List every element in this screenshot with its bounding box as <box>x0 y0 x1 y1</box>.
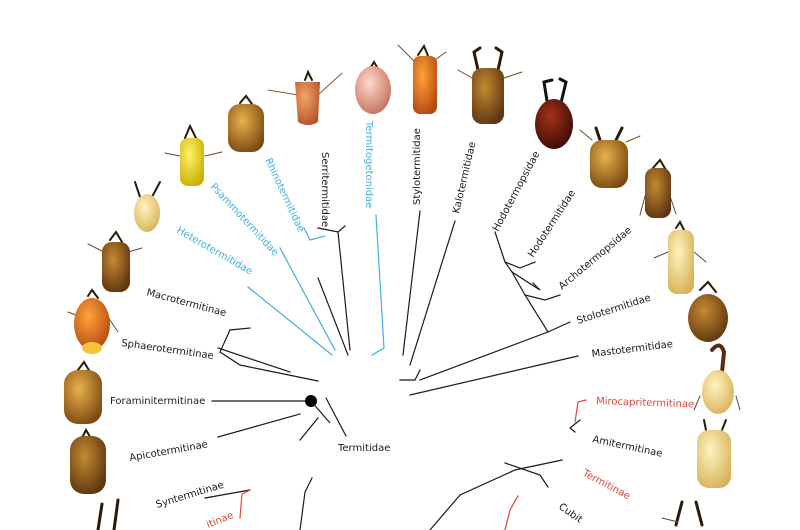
termite-head-icon <box>164 123 223 186</box>
termite-head-icon <box>70 427 106 494</box>
termite-head-icon <box>267 69 343 125</box>
label-mastotermitidae: Mastotermitidae <box>591 339 674 360</box>
termite-head-icon <box>653 220 707 294</box>
termite-head-icon <box>64 360 102 424</box>
black-branches <box>204 210 581 530</box>
label-stolotermitidae: Stolotermitidae <box>576 293 653 327</box>
label-foraminitermitinae: Foraminitermitinae <box>110 396 205 407</box>
termite-head-icon <box>67 288 119 354</box>
label-macrotermitinae: Macrotermitinae <box>145 287 227 319</box>
label-hodotermopsidae: Hodotermopsidae <box>491 150 542 234</box>
termite-head-icon <box>355 60 391 114</box>
label-sphaerotermitinae: Sphaerotermitinae <box>121 338 215 362</box>
label-hodotermitidae: Hodotermitidae <box>526 188 578 259</box>
termite-head-icon <box>579 126 641 188</box>
blue-branches <box>247 214 385 356</box>
termite-head-icon <box>134 181 161 232</box>
termite-head-icon <box>397 43 447 114</box>
termite-head-icon <box>96 498 120 530</box>
termite-head-icon <box>228 94 264 152</box>
label-termitinae: Termitinae <box>580 467 632 502</box>
label-serritermitidae: Serritermitidae <box>319 152 330 227</box>
red-branches <box>239 399 587 530</box>
termite-head-icon <box>457 46 523 124</box>
label-archotermopsidae: Archotermopsidae <box>557 225 634 292</box>
termite-head-icon <box>87 230 143 292</box>
label-kalotermitidae: Kalotermitidae <box>451 141 478 215</box>
termite-head-icon <box>639 158 677 218</box>
label-stylotermitidae: Stylotermitidae <box>412 128 423 205</box>
termite-head-icon <box>688 280 728 342</box>
label-termitogetonidae: Termitogetonidae <box>363 120 374 208</box>
termite-head-icon <box>693 343 741 414</box>
label-partial-inae: itinae <box>205 510 235 530</box>
label-amitermitinae: Amitermitinae <box>591 434 663 460</box>
label-cubitermitinae-partial: Cubit <box>556 501 584 525</box>
termite-head-icon <box>661 500 704 527</box>
termite-head-icon <box>535 77 573 149</box>
label-heterotermitidae: Heterotermitidae <box>175 225 255 277</box>
label-apicotermitinae: Apicotermitinae <box>129 439 209 464</box>
label-rhinotermitidae: Rhinotermitidae <box>262 157 306 235</box>
termite-head-icon <box>697 419 731 488</box>
label-mirocapritermitinae: Mirocapritermitinae <box>596 396 694 410</box>
label-termitidae: Termitidae <box>337 443 390 454</box>
label-syntermitinae: Syntermitinae <box>155 480 226 511</box>
